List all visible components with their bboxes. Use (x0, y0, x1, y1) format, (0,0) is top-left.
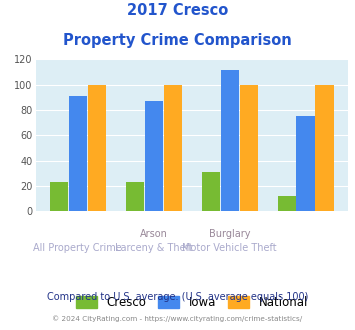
Bar (164, 85, 182, 211)
Bar (144, 101, 163, 211)
Legend: Cresco, Iowa, National: Cresco, Iowa, National (76, 296, 308, 309)
Bar (316, 85, 334, 211)
Bar (296, 116, 315, 211)
Text: Burglary: Burglary (209, 229, 250, 239)
Text: Property Crime Comparison: Property Crime Comparison (63, 33, 292, 48)
Bar (278, 196, 296, 211)
Text: 2017 Cresco: 2017 Cresco (127, 3, 228, 18)
Text: © 2024 CityRating.com - https://www.cityrating.com/crime-statistics/: © 2024 CityRating.com - https://www.city… (53, 315, 302, 322)
Bar (240, 85, 258, 211)
Bar (50, 182, 68, 211)
Bar (202, 172, 220, 211)
Text: Compared to U.S. average. (U.S. average equals 100): Compared to U.S. average. (U.S. average … (47, 292, 308, 302)
Text: Motor Vehicle Theft: Motor Vehicle Theft (182, 243, 277, 252)
Bar (220, 70, 239, 211)
Text: Arson: Arson (140, 229, 168, 239)
Text: All Property Crime: All Property Crime (33, 243, 122, 252)
Bar (88, 85, 106, 211)
Bar (126, 182, 144, 211)
Bar (69, 96, 87, 211)
Text: Larceny & Theft: Larceny & Theft (115, 243, 193, 252)
